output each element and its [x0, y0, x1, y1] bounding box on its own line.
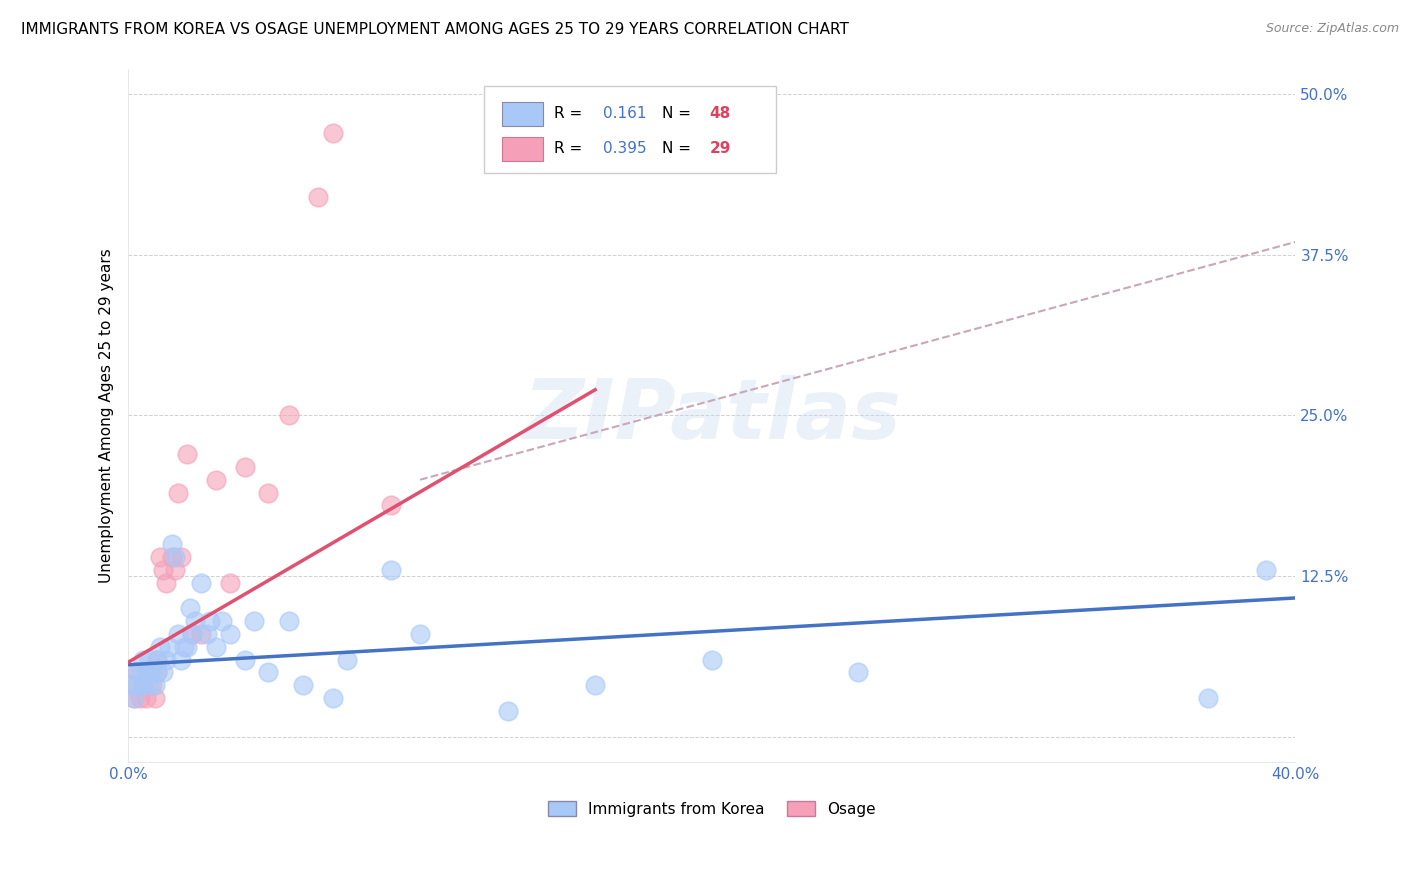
- Text: ZIPatlas: ZIPatlas: [523, 375, 901, 456]
- Point: [125, 678, 148, 692]
- Text: IMMIGRANTS FROM KOREA VS OSAGE UNEMPLOYMENT AMONG AGES 25 TO 29 YEARS CORRELATIO: IMMIGRANTS FROM KOREA VS OSAGE UNEMPLOYM…: [21, 22, 849, 37]
- Point: [146, 652, 169, 666]
- Point: [143, 691, 166, 706]
- Point: [380, 499, 402, 513]
- Point: [292, 678, 315, 692]
- Point: [125, 665, 148, 680]
- Point: [204, 640, 226, 654]
- Point: [132, 678, 155, 692]
- Point: [125, 665, 148, 680]
- Point: [336, 652, 359, 666]
- Point: [146, 665, 169, 680]
- FancyBboxPatch shape: [502, 102, 543, 126]
- Point: [160, 549, 183, 564]
- Point: [129, 691, 152, 706]
- Point: [135, 691, 157, 706]
- Point: [190, 575, 212, 590]
- Point: [122, 691, 145, 706]
- Text: R =: R =: [554, 106, 588, 121]
- Point: [846, 665, 869, 680]
- Point: [409, 627, 432, 641]
- Point: [120, 678, 142, 692]
- Point: [120, 678, 142, 692]
- Point: [141, 678, 163, 692]
- Point: [195, 627, 218, 641]
- Point: [277, 409, 299, 423]
- Point: [211, 614, 233, 628]
- Text: R =: R =: [554, 141, 588, 156]
- Point: [1256, 563, 1278, 577]
- Text: 0.395: 0.395: [603, 141, 647, 156]
- Point: [233, 652, 256, 666]
- Point: [257, 665, 280, 680]
- Text: Source: ZipAtlas.com: Source: ZipAtlas.com: [1265, 22, 1399, 36]
- Text: 48: 48: [710, 106, 731, 121]
- Point: [146, 665, 169, 680]
- Point: [138, 652, 160, 666]
- Point: [242, 614, 264, 628]
- Point: [132, 678, 155, 692]
- Point: [170, 652, 193, 666]
- Point: [135, 665, 157, 680]
- Point: [129, 665, 152, 680]
- Point: [583, 678, 606, 692]
- Point: [166, 485, 188, 500]
- Point: [184, 614, 207, 628]
- Point: [277, 614, 299, 628]
- Point: [166, 627, 188, 641]
- Point: [181, 627, 204, 641]
- Point: [146, 652, 169, 666]
- Point: [1197, 691, 1219, 706]
- Point: [149, 640, 172, 654]
- Point: [380, 563, 402, 577]
- Point: [138, 678, 160, 692]
- Point: [122, 691, 145, 706]
- Legend: Immigrants from Korea, Osage: Immigrants from Korea, Osage: [540, 793, 883, 824]
- Text: N =: N =: [662, 141, 696, 156]
- Point: [257, 485, 280, 500]
- Point: [149, 549, 172, 564]
- Point: [163, 549, 186, 564]
- Y-axis label: Unemployment Among Ages 25 to 29 years: Unemployment Among Ages 25 to 29 years: [100, 248, 114, 582]
- Point: [204, 473, 226, 487]
- Point: [155, 652, 177, 666]
- Point: [176, 447, 198, 461]
- Text: 0.161: 0.161: [603, 106, 647, 121]
- Point: [179, 601, 201, 615]
- Point: [190, 627, 212, 641]
- Point: [173, 640, 195, 654]
- Point: [163, 563, 186, 577]
- Point: [155, 575, 177, 590]
- Point: [157, 640, 180, 654]
- Point: [132, 652, 155, 666]
- Point: [170, 549, 193, 564]
- Point: [219, 575, 242, 590]
- Point: [198, 614, 221, 628]
- Point: [181, 627, 204, 641]
- Point: [152, 665, 174, 680]
- Point: [321, 691, 343, 706]
- Text: N =: N =: [662, 106, 696, 121]
- FancyBboxPatch shape: [484, 86, 776, 173]
- Point: [152, 563, 174, 577]
- Point: [143, 678, 166, 692]
- Point: [496, 704, 519, 718]
- Point: [141, 665, 163, 680]
- Point: [307, 190, 329, 204]
- Point: [233, 459, 256, 474]
- FancyBboxPatch shape: [502, 136, 543, 161]
- Text: 29: 29: [710, 141, 731, 156]
- Point: [321, 126, 343, 140]
- Point: [700, 652, 723, 666]
- Point: [176, 640, 198, 654]
- Point: [219, 627, 242, 641]
- Point: [138, 665, 160, 680]
- Point: [160, 537, 183, 551]
